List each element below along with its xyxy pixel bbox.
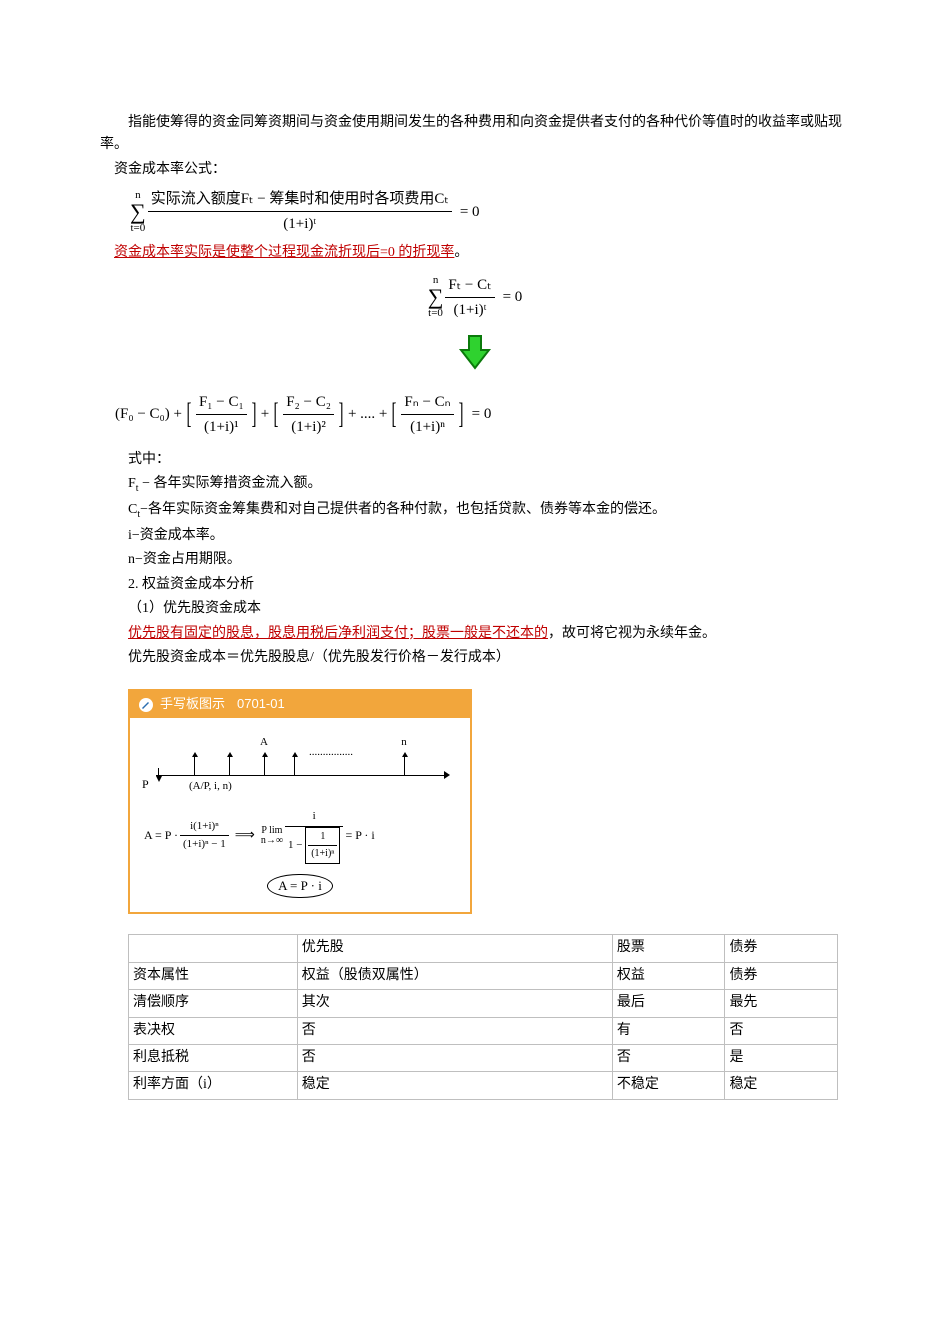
formula-1: n ∑ t=0 实际流入额度Fₜ − 筹集时和使用时各项费用Cₜ (1+i)ᵗ … [130,187,850,236]
table-cell: 稳定 [297,1072,612,1099]
table-cell: 最先 [725,990,838,1017]
table-cell: 否 [725,1017,838,1044]
table-row: 表决权否有否 [129,1017,838,1044]
table-row: 清偿顺序其次最后最先 [129,990,838,1017]
fraction: 实际流入额度Fₜ − 筹集时和使用时各项费用Cₜ (1+i)ᵗ [148,187,452,236]
table-cell: 否 [297,1045,612,1072]
table-cell: 清偿顺序 [129,990,298,1017]
table-cell: 是 [725,1045,838,1072]
table-row: 利息抵税否否是 [129,1045,838,1072]
def-F: Ft − 各年实际筹措资金流入额。 [128,473,850,497]
table-cell: 否 [297,1017,612,1044]
table-cell: 利息抵税 [129,1045,298,1072]
table-cell: 利率方面（i） [129,1072,298,1099]
equals-zero: = 0 [503,285,523,309]
document-page: 指能使筹得的资金同筹资期间与资金使用期间发生的各种费用和向资金提供者支付的各种代… [0,0,950,1344]
handwriting-diagram: 手写板图示 0701-01 A ................ n P (A/… [128,689,472,914]
table-cell: 最后 [612,990,725,1017]
heading-2: 2. 权益资金成本分析 [128,574,850,596]
def-n: n−资金占用期限。 [128,549,850,571]
comparison-table: 优先股股票债券资本属性权益（股债双属性）权益债券清偿顺序其次最后最先表决权否有否… [128,934,838,1099]
defs-header: 式中： [128,449,850,471]
down-arrow-icon [100,332,850,380]
preferred-formula: 优先股资金成本＝优先股股息/（优先股发行价格－发行成本） [128,647,850,669]
diagram-body: A ................ n P (A/P, i, n) A = P… [130,718,470,912]
red-note-2: 优先股有固定的股息，股息用税后净利润支付；股票一般是不还本的 [128,626,548,641]
def-C: Ct−各年实际资金筹集费和对自己提供者的各种付款，也包括贷款、债券等本金的偿还。 [128,499,850,523]
table-row: 资本属性权益（股债双属性）权益债券 [129,962,838,989]
table-cell: 稳定 [725,1072,838,1099]
table-cell: 有 [612,1017,725,1044]
intro-paragraph-1: 指能使筹得的资金同筹资期间与资金使用期间发生的各种费用和向资金提供者支付的各种代… [100,112,850,157]
table-cell: 权益（股债双属性） [297,962,612,989]
def-i: i−资金成本率。 [128,525,850,547]
table-cell: 其次 [297,990,612,1017]
heading-2-1: （1）优先股资金成本 [128,598,850,620]
sum-symbol: n ∑ t=0 [428,275,444,319]
formula-2: n ∑ t=0 Fₜ − Cₜ (1+i)ᵗ = 0 [100,273,850,322]
table-cell: 权益 [612,962,725,989]
fraction: Fₜ − Cₜ (1+i)ᵗ [445,273,494,322]
red-note-2-line: 优先股有固定的股息，股息用税后净利润支付；股票一般是不还本的，故可将它视为永续年… [128,623,850,645]
boxed-result: A = P · i [267,874,333,899]
red-note-1-line: 资金成本率实际是使整个过程现金流折现后=0 的折现率。 [100,242,850,264]
table-header-cell: 债券 [725,935,838,962]
table-cell: 债券 [725,962,838,989]
table-row: 利率方面（i）稳定不稳定稳定 [129,1072,838,1099]
intro-paragraph-2: 资金成本率公式： [100,159,850,181]
table-cell: 资本属性 [129,962,298,989]
table-header-cell [129,935,298,962]
table-header-cell: 优先股 [297,935,612,962]
red-note-1: 资金成本率实际是使整个过程现金流折现后=0 的折现率 [114,245,454,260]
equals-zero: = 0 [460,200,480,224]
table-header-cell: 股票 [612,935,725,962]
diagram-header: 手写板图示 0701-01 [130,691,470,718]
sum-symbol: n ∑ t=0 [130,190,146,234]
table-cell: 否 [612,1045,725,1072]
timeline-axis: A ................ n P (A/P, i, n) [144,728,456,788]
formula-3: (F₀ − C₀) + [ F₁ − C₁(1+i)¹ ] + [ F₂ − C… [115,390,850,439]
table-cell: 不稳定 [612,1072,725,1099]
table-cell: 表决权 [129,1017,298,1044]
pen-icon [138,697,154,713]
